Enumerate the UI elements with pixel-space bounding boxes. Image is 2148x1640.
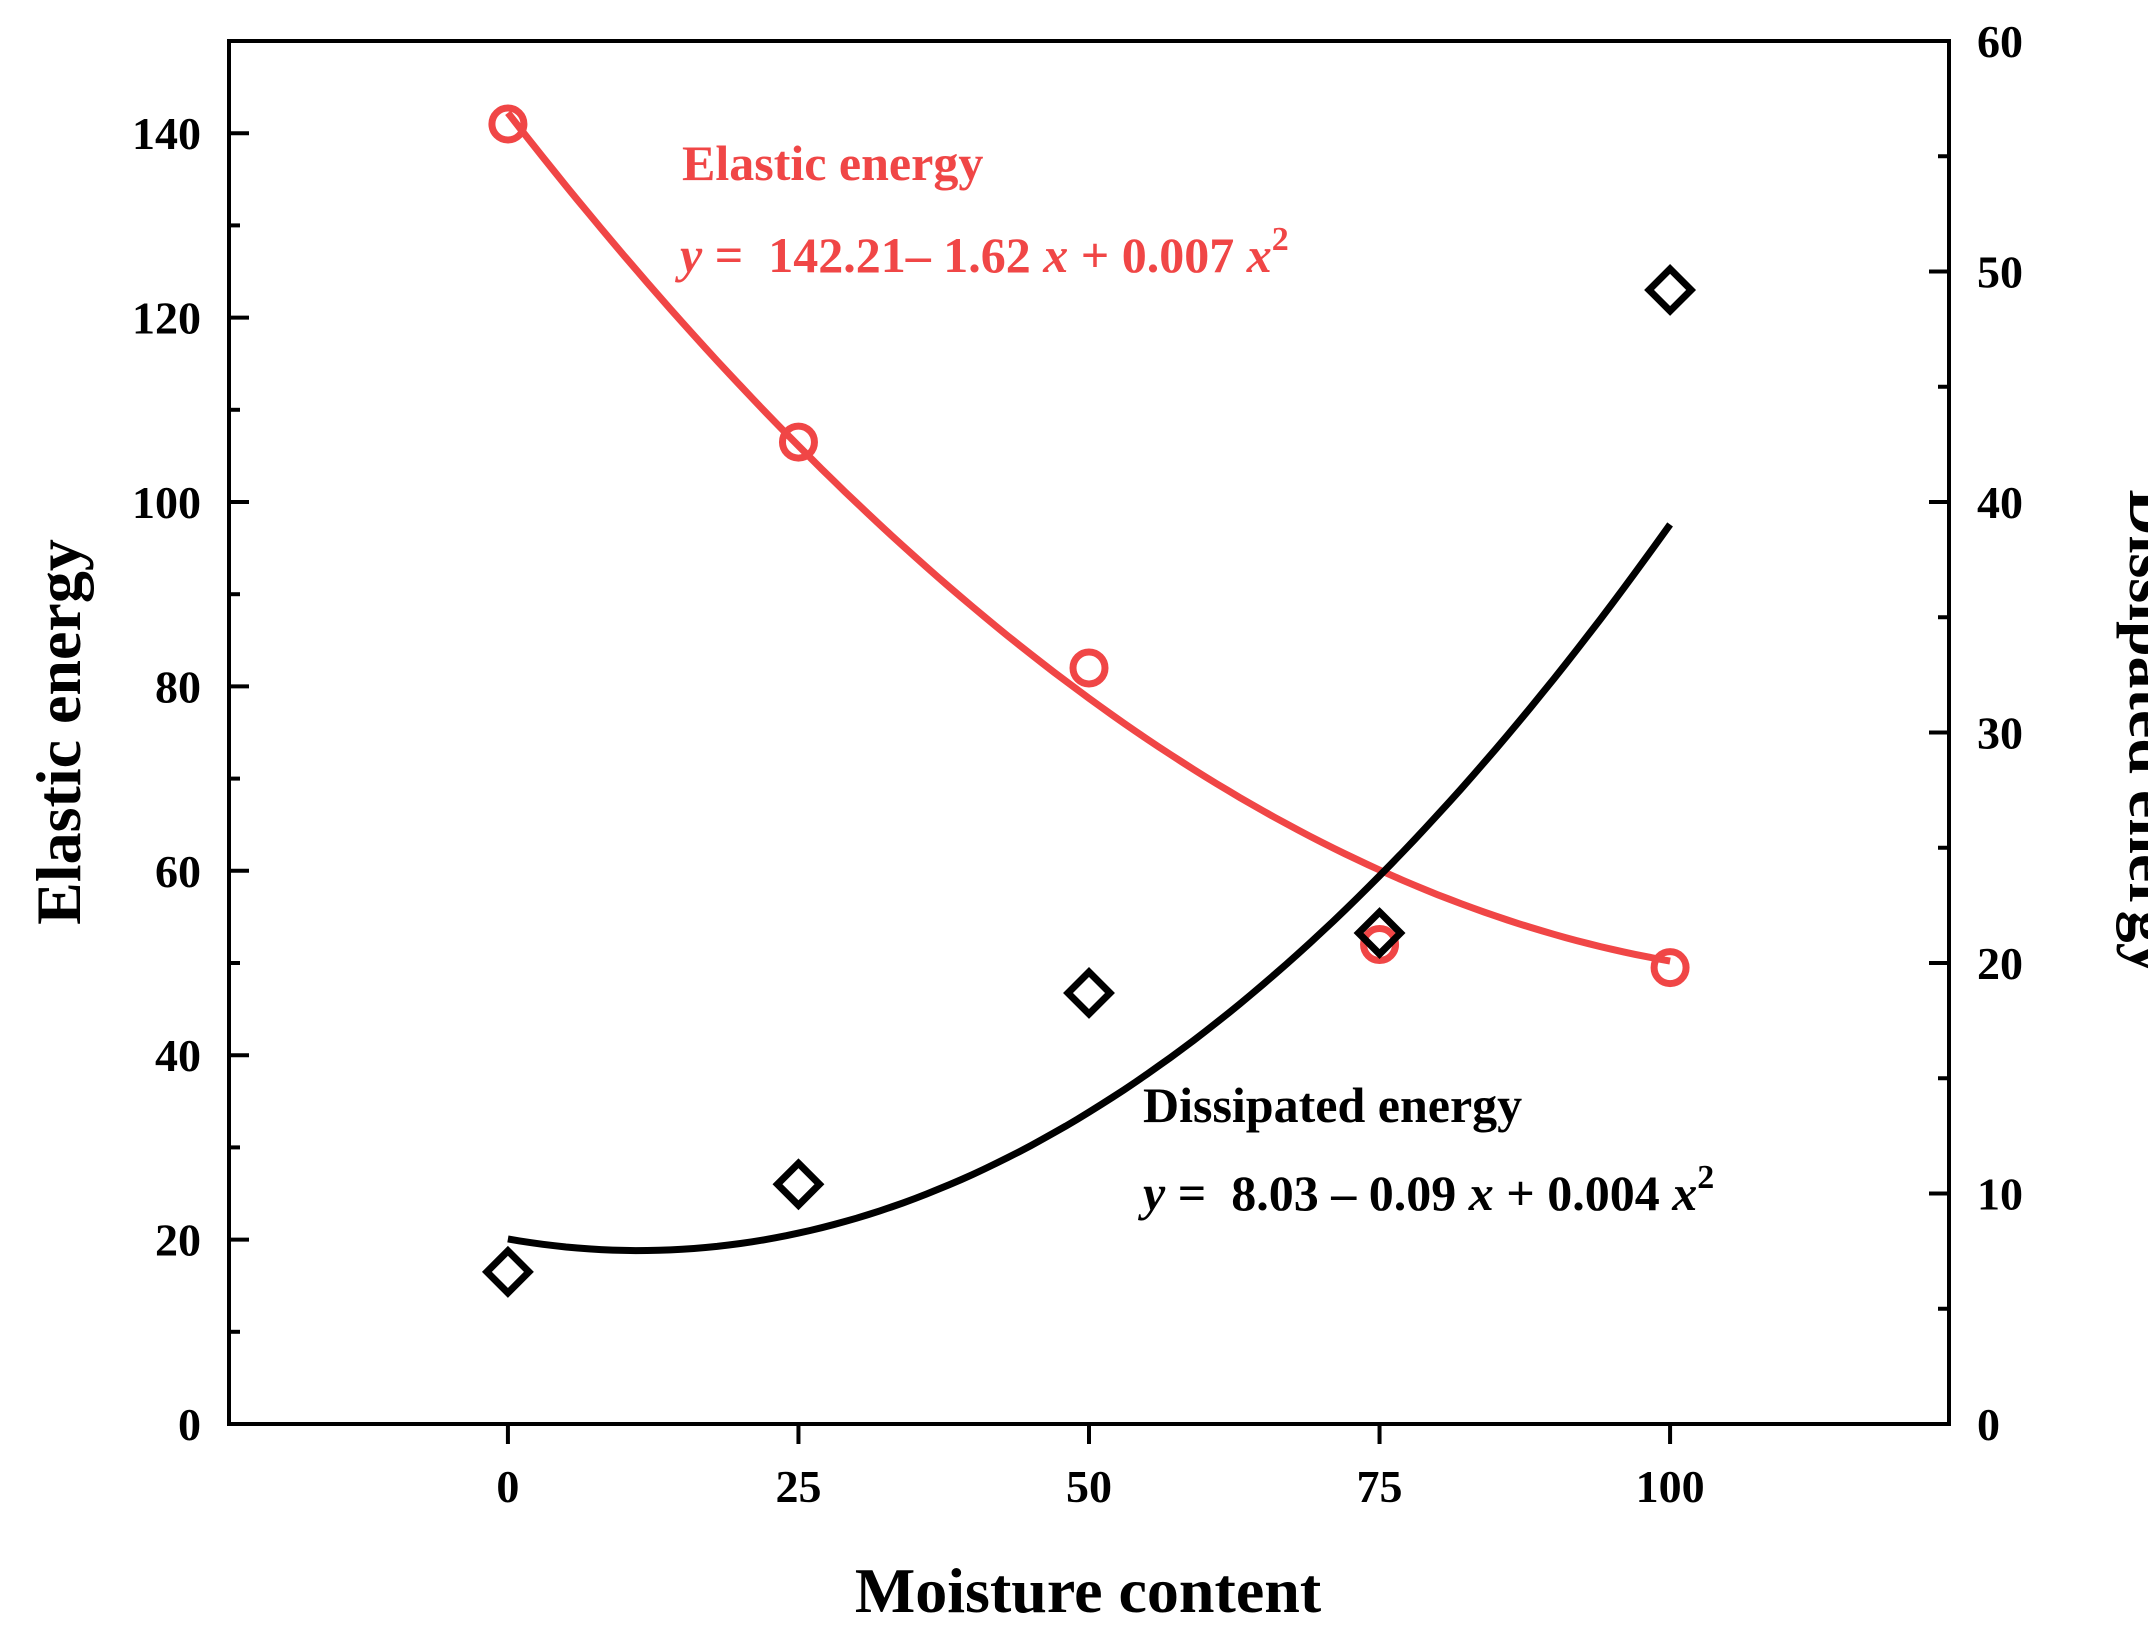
- dissipated-annotation-equation: y = 8.03 – 0.09 x + 0.004 x2: [1138, 1159, 1714, 1221]
- y-left-tick-label: 60: [155, 846, 201, 897]
- elastic-fit-curve: [505, 110, 1671, 965]
- elastic-point: [1069, 648, 1109, 688]
- x-tick-label: 25: [775, 1461, 821, 1512]
- y-right-tick-label: 30: [1977, 708, 2023, 759]
- dissipated-point: [1063, 967, 1115, 1019]
- dissipated-point: [772, 1158, 825, 1211]
- x-tick-label: 100: [1636, 1461, 1705, 1512]
- elastic-point: [488, 104, 528, 144]
- dissipated-fit-curve: [507, 522, 1673, 1255]
- elastic-eq-x: x: [1042, 227, 1068, 283]
- x-axis-title: Moisture content: [855, 1555, 1322, 1626]
- dissipated-eq-y: y: [1138, 1165, 1166, 1221]
- dissipated-point: [1644, 263, 1697, 316]
- y-left-tick-label: 20: [155, 1215, 201, 1266]
- y-left-tick-label: 80: [155, 661, 201, 712]
- y-left-axis-title: Elastic energy: [23, 539, 94, 925]
- y-right-tick-label: 20: [1977, 938, 2023, 989]
- dissipated-eq-sup: 2: [1697, 1159, 1714, 1196]
- dissipated-eq-x2: x: [1671, 1165, 1697, 1221]
- y-right-axis-title: Dissipated energy: [2116, 489, 2148, 974]
- elastic-point: [1650, 948, 1690, 988]
- data-markers: [481, 104, 1697, 1298]
- elastic-eq-plus: + 0.007: [1068, 227, 1247, 283]
- dissipated-point: [481, 1245, 534, 1298]
- elastic-point: [1360, 925, 1400, 965]
- y-left-tick-label: 120: [132, 293, 201, 344]
- y-right-tick-label: 50: [1977, 247, 2023, 298]
- elastic-annotation-title: Elastic energy: [682, 135, 983, 191]
- dissipated-annotation-title: Dissipated energy: [1143, 1077, 1522, 1133]
- y-right-tick-label: 60: [1977, 16, 2023, 67]
- dissipated-eq-x: x: [1468, 1165, 1494, 1221]
- y-right-tick-label: 40: [1977, 477, 2023, 528]
- tick-labels: 0 25 50 75 100 0 20 40 60 80 100 120 140 0 10 20 30 40 50 6…: [132, 16, 2023, 1512]
- y-left-tick-label: 0: [178, 1399, 201, 1450]
- elastic-point: [778, 422, 818, 462]
- x-tick-label: 75: [1357, 1461, 1403, 1512]
- ticks: [229, 39, 1949, 1444]
- elastic-eq-x2: x: [1246, 227, 1272, 283]
- y-left-tick-label: 40: [155, 1030, 201, 1081]
- x-tick-label: 0: [496, 1461, 519, 1512]
- fit-curves: [505, 110, 1673, 1255]
- elastic-eq-coef: = 142.21– 1.62: [702, 227, 1043, 283]
- y-left-tick-label: 100: [132, 477, 201, 528]
- dissipated-eq-coef: = 8.03 – 0.09: [1165, 1165, 1469, 1221]
- dissipated-point: [1353, 907, 1406, 959]
- x-tick-label: 50: [1066, 1461, 1112, 1512]
- dissipated-eq-plus: + 0.004: [1494, 1165, 1673, 1221]
- elastic-annotation-equation: y = 142.21– 1.62 x + 0.007 x2: [675, 221, 1289, 283]
- y-left-tick-label: 140: [132, 108, 201, 159]
- y-right-tick-label: 10: [1977, 1169, 2023, 1220]
- elastic-eq-sup: 2: [1272, 221, 1289, 258]
- y-right-tick-label: 0: [1977, 1399, 2000, 1450]
- elastic-eq-y: y: [675, 227, 703, 283]
